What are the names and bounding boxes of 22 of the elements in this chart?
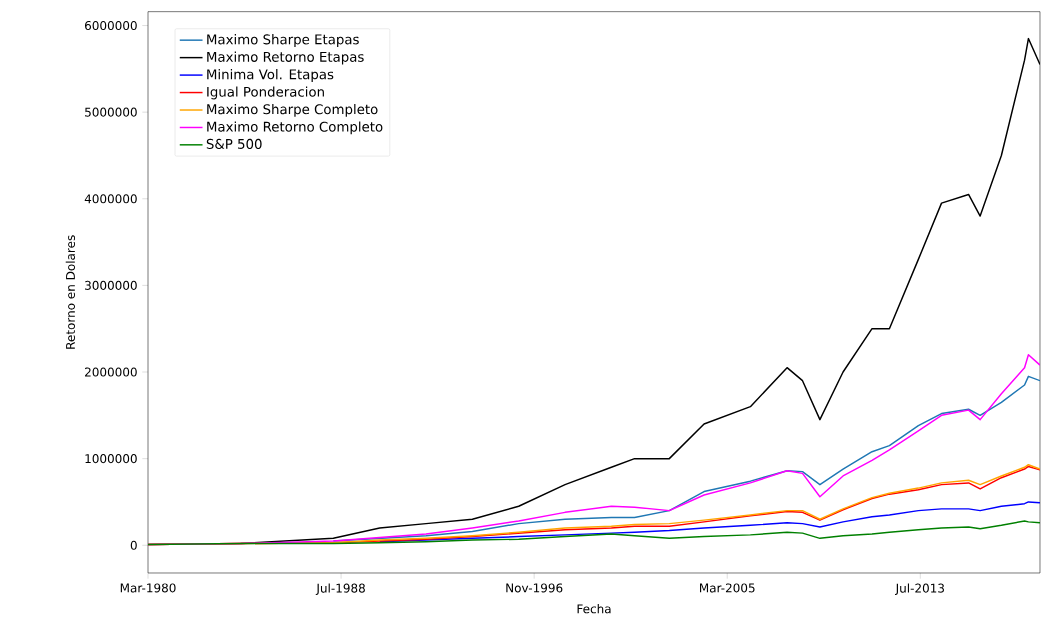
line-series	[148, 520, 1040, 546]
legend-label: Maximo Retorno Etapas	[207, 51, 364, 65]
legend-label: S&P 500	[206, 138, 262, 149]
y-tick-label: 5000000	[85, 107, 137, 117]
x-axis-title: Fecha	[577, 604, 611, 614]
y-tick-label: 6000000	[85, 20, 137, 31]
x-tick-label: Mar-2005	[700, 583, 755, 593]
x-tick-label: Jul-2013	[894, 583, 944, 595]
legend-label: Igual Ponderacion	[207, 86, 324, 100]
x-tick-label: Jul-1988	[315, 583, 365, 595]
x-tick-label: Mar-1980	[120, 583, 176, 593]
legend-label: Minima Vol. Etapas	[207, 69, 334, 82]
y-tick-label: 2000000	[85, 367, 137, 377]
legend-label: Maximo Sharpe Completo	[207, 103, 378, 117]
x-tick-label: Nov-1996	[506, 583, 563, 593]
y-axis-title: Retorno en Dolares	[65, 235, 76, 349]
y-tick-label: 1000000	[85, 454, 137, 464]
legend-label: Maximo Sharpe Etapas	[207, 34, 359, 48]
y-tick-label: 4000000	[84, 194, 137, 204]
legend-label: Maximo Retorno Completo	[207, 121, 383, 135]
y-tick-label: 0	[130, 540, 137, 550]
y-tick-label: 3000000	[85, 280, 137, 290]
